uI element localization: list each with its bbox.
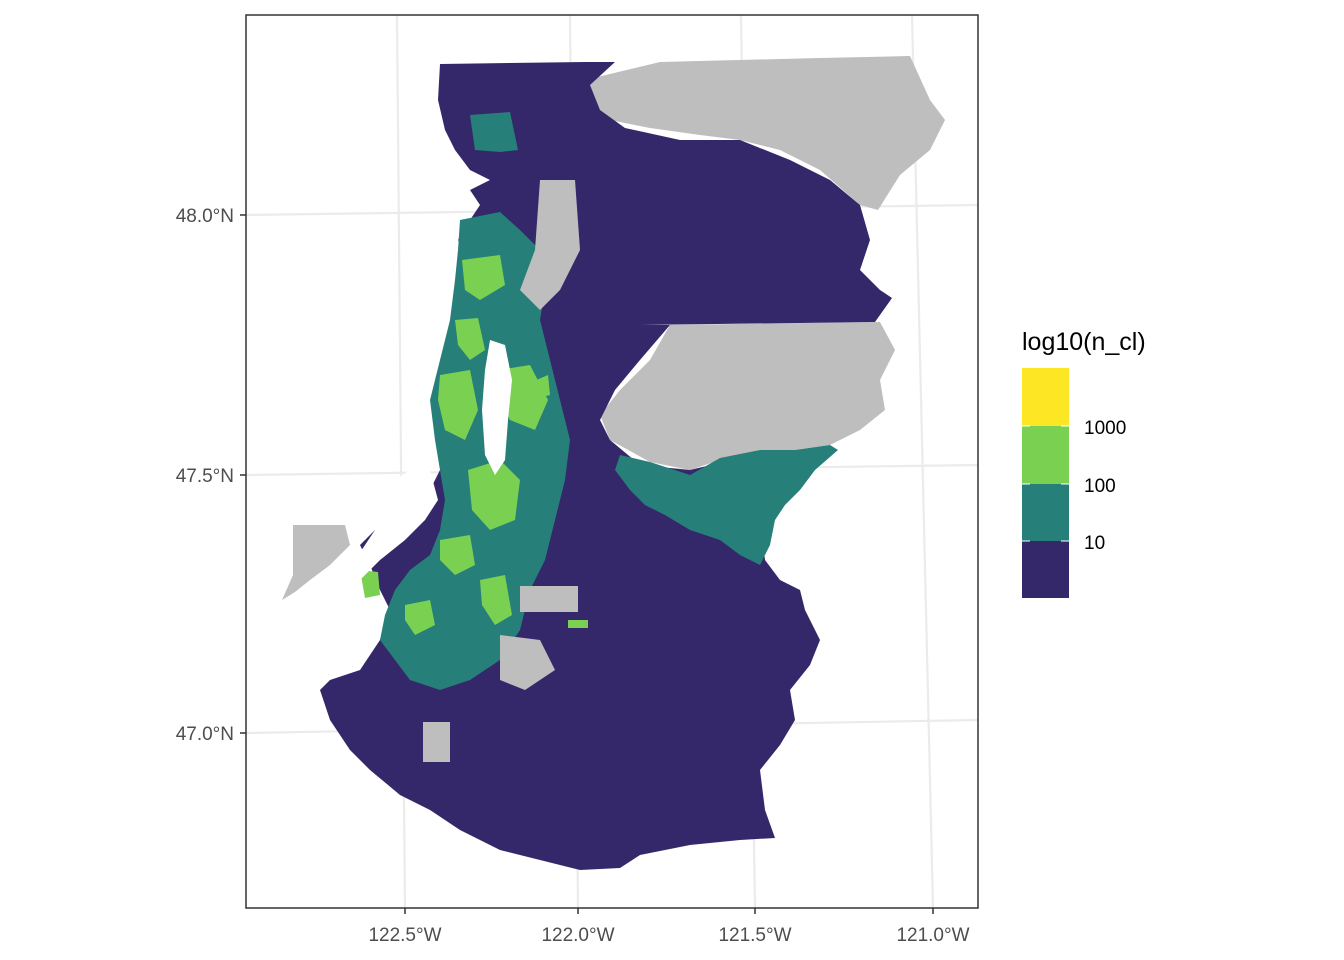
region-king-na-3 — [423, 722, 450, 762]
x-tick-label: 121.0°W — [896, 925, 969, 946]
y-tick-label: 47.0°N — [176, 724, 234, 745]
x-tick-label: 122.5°W — [368, 925, 441, 946]
legend-bin-100 — [1022, 484, 1069, 541]
region-north-teal — [470, 112, 518, 152]
region-north-cascades-na — [585, 56, 945, 210]
legend-bin-1000 — [1022, 426, 1069, 484]
y-tick-label: 48.0°N — [176, 206, 234, 227]
region-mountain-loop-na — [600, 322, 895, 470]
legend-label-10: 10 — [1084, 533, 1105, 554]
legend-bin-10 — [1022, 541, 1069, 598]
region-king-na-2 — [500, 635, 555, 690]
y-tick-label: 47.5°N — [176, 466, 234, 487]
region-king-na-4 — [520, 180, 580, 310]
region-kitsap-na — [282, 525, 350, 600]
legend: log10(n_cl) 1000 100 10 — [1022, 328, 1146, 598]
puget-sound-water — [318, 470, 438, 665]
x-tick-label: 121.5°W — [718, 925, 791, 946]
panel-border — [245, 14, 979, 909]
legend-label-1000: 1000 — [1084, 418, 1126, 439]
graticule-lon-121 — [910, 14, 935, 909]
legend-bin-high — [1022, 368, 1069, 426]
legend-label-100: 100 — [1084, 476, 1116, 497]
y-axis: 48.0°N 47.5°N 47.0°N — [176, 206, 246, 745]
legend-title: log10(n_cl) — [1022, 328, 1146, 356]
lake-washington-water — [482, 340, 512, 475]
x-tick-label: 122.0°W — [541, 925, 614, 946]
x-axis: 122.5°W 122.0°W 121.5°W 121.0°W — [368, 908, 970, 946]
region-king-na-1 — [520, 586, 578, 612]
map-regions — [282, 56, 945, 870]
region-urban-teal — [380, 212, 570, 690]
region-snoqualmie-teal — [615, 445, 838, 565]
